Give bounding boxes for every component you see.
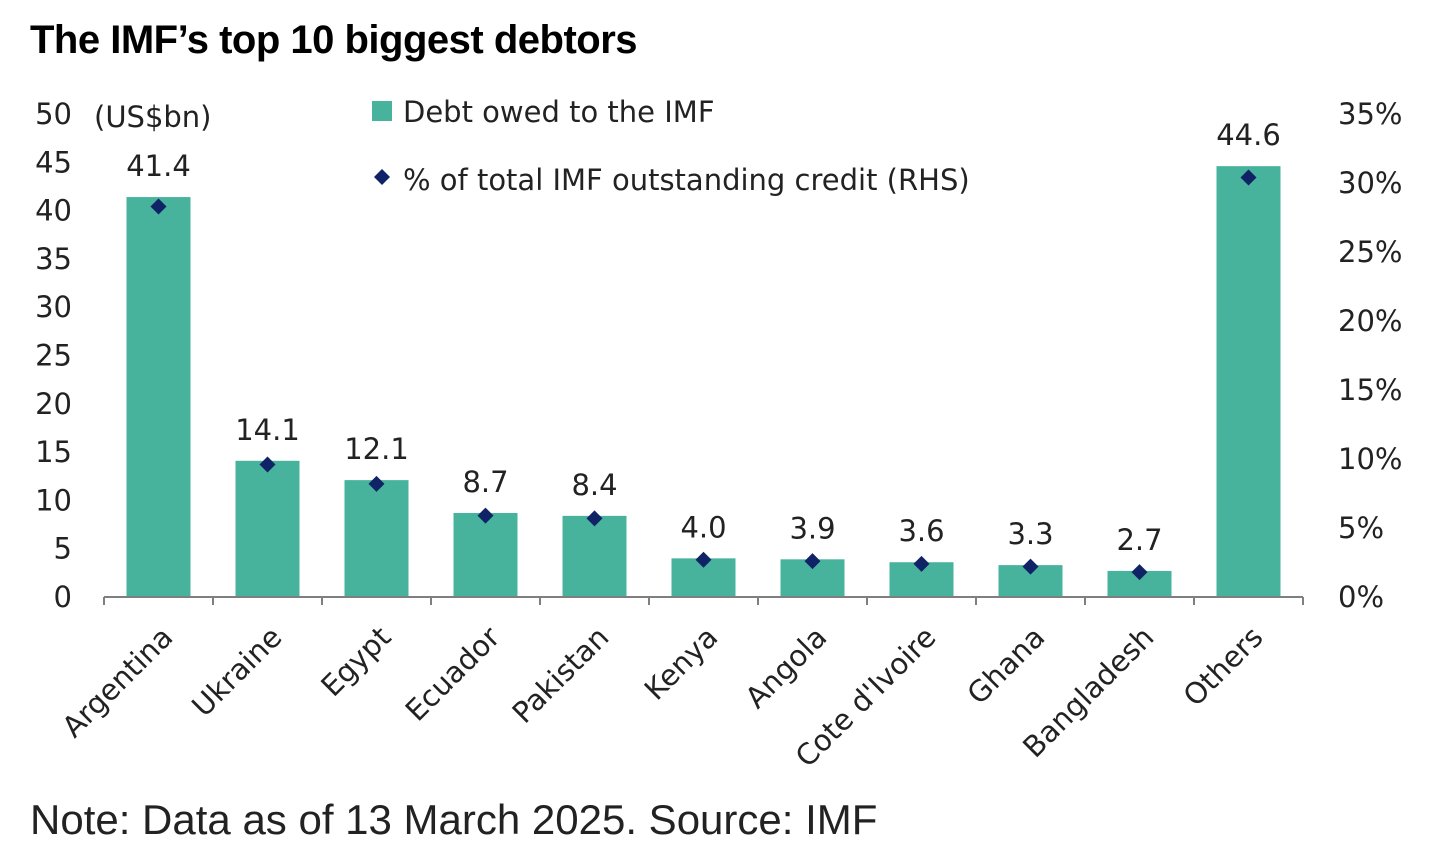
chart-title: The IMF’s top 10 biggest debtors [30, 18, 638, 62]
share-marker [913, 555, 930, 572]
legend-swatch-bar [372, 101, 392, 121]
y2-tick-label: 25% [1338, 235, 1402, 269]
bar [1216, 166, 1281, 597]
y2-tick-label: 20% [1338, 304, 1402, 338]
y2-tick-label: 30% [1338, 166, 1402, 200]
x-tick-label: Others [1176, 620, 1269, 713]
axes-layer: 0 5 10 15 20 25 30 35 40 45 50 0% 5% 10% 15% 20% 25% 30% 3… [35, 97, 1402, 614]
y-tick-label: 0 [54, 580, 72, 614]
y-tick-label: 25 [35, 339, 72, 373]
y-tick-label: 40 [35, 194, 72, 228]
y-tick-label: 15 [35, 435, 72, 469]
y-axis-unit-label: (US$bn) [94, 100, 212, 134]
bar-value-label: 4.0 [680, 510, 726, 544]
share-marker [804, 553, 821, 570]
source-note: Note: Data as of 13 March 2025. Source: … [30, 796, 878, 843]
bar [235, 460, 300, 597]
bar-chart: 0 5 10 15 20 25 30 35 40 45 50 0% 5% 10% 15% 20% 25% 30% 3… [35, 95, 1402, 774]
share-marker [259, 456, 276, 473]
y-tick-label: 45 [35, 145, 72, 179]
bar-value-label: 41.4 [126, 149, 191, 183]
share-marker [150, 198, 167, 215]
bar [344, 480, 409, 597]
bar-value-label: 2.7 [1116, 523, 1162, 557]
share-marker [586, 510, 603, 527]
bar-value-label: 3.6 [898, 514, 944, 548]
markers-layer [150, 169, 1257, 581]
legend-label-debt: Debt owed to the IMF [403, 95, 715, 129]
bars-layer [126, 166, 1281, 598]
y-tick-label: 30 [35, 290, 72, 324]
y-tick-label: 10 [35, 483, 72, 517]
share-marker [1131, 564, 1148, 581]
share-marker [1240, 169, 1257, 186]
x-tick-label: Kenya [638, 620, 725, 707]
x-tick-label: Angola [739, 620, 834, 715]
x-tick-label: Ukraine [185, 620, 288, 723]
y2-tick-label: 5% [1338, 511, 1384, 545]
share-marker [368, 475, 385, 492]
bar-value-label: 12.1 [344, 432, 409, 466]
bar-value-label: 3.9 [789, 511, 835, 545]
legend: Debt owed to the IMF % of total IMF outs… [372, 95, 970, 197]
bar-value-label: 8.7 [462, 465, 508, 499]
share-marker [477, 507, 494, 524]
x-tick-label: Ghana [960, 620, 1051, 711]
y2-tick-label: 10% [1338, 442, 1402, 476]
bar-value-label: 3.3 [1007, 517, 1053, 551]
y-tick-label: 35 [35, 242, 72, 276]
x-tick-label: Ecuador [399, 620, 507, 728]
share-marker [1022, 558, 1039, 575]
x-tick-label: Pakistan [506, 620, 616, 730]
share-marker [695, 551, 712, 568]
legend-swatch-diamond [374, 169, 390, 185]
y-tick-label: 5 [54, 532, 72, 566]
bar-value-label: 44.6 [1216, 118, 1281, 152]
y-tick-label: 20 [35, 387, 72, 421]
x-tick-label: Argentina [55, 620, 179, 744]
bar [453, 512, 518, 597]
bar-value-label: 14.1 [235, 413, 300, 447]
bar [126, 197, 191, 598]
bar-value-label: 8.4 [571, 468, 617, 502]
legend-label-share: % of total IMF outstanding credit (RHS) [403, 163, 970, 197]
y2-tick-label: 15% [1338, 373, 1402, 407]
y2-tick-label: 35% [1338, 97, 1402, 131]
y2-tick-label: 0% [1338, 580, 1384, 614]
x-tick-label: Egypt [314, 620, 397, 703]
y-tick-label: 50 [35, 97, 72, 131]
bar [562, 515, 627, 597]
labels-layer: 41.4 Argentina 14.1 Ukraine 12.1 Egypt 8.7 Ecua… [55, 118, 1280, 774]
